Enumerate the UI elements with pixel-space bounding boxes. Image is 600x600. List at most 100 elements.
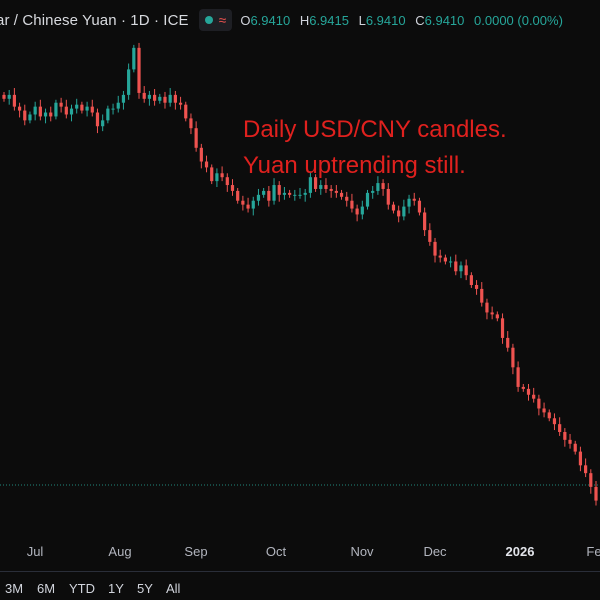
- candle-body[interactable]: [49, 112, 53, 117]
- candle-body[interactable]: [485, 302, 489, 313]
- symbol-title[interactable]: ar / Chinese Yuan · 1D · ICE: [0, 11, 189, 29]
- candle-body[interactable]: [360, 206, 364, 215]
- candle-body[interactable]: [54, 102, 58, 117]
- candle-body[interactable]: [215, 173, 219, 182]
- candle-body[interactable]: [334, 190, 338, 193]
- candle-body[interactable]: [350, 200, 354, 209]
- candle-body[interactable]: [313, 177, 318, 189]
- candle-body[interactable]: [459, 265, 463, 272]
- candle-body[interactable]: [547, 412, 551, 419]
- candle-body[interactable]: [319, 185, 323, 189]
- candle-body[interactable]: [75, 104, 79, 109]
- candle-body[interactable]: [563, 432, 567, 440]
- candle-body[interactable]: [168, 94, 172, 103]
- candle-body[interactable]: [272, 185, 276, 201]
- timeframe-6m[interactable]: 6M: [37, 581, 56, 596]
- candle-body[interactable]: [189, 118, 193, 129]
- candle-body[interactable]: [329, 188, 333, 191]
- candle-body[interactable]: [339, 192, 344, 197]
- candle-body[interactable]: [236, 190, 240, 201]
- timeframe-1y[interactable]: 1Y: [108, 581, 124, 596]
- candle-body[interactable]: [116, 102, 120, 109]
- candle-body[interactable]: [184, 104, 188, 119]
- candle-body[interactable]: [12, 94, 16, 107]
- candle-body[interactable]: [2, 94, 6, 99]
- candle-body[interactable]: [407, 198, 411, 207]
- candle-body[interactable]: [33, 106, 37, 115]
- candle-body[interactable]: [532, 394, 536, 399]
- candle-body[interactable]: [480, 288, 484, 303]
- candle-body[interactable]: [542, 408, 546, 413]
- candle-body[interactable]: [423, 212, 427, 231]
- timeframe-5y[interactable]: 5Y: [137, 581, 153, 596]
- candle-body[interactable]: [277, 185, 281, 195]
- candle-body[interactable]: [194, 128, 198, 148]
- candle-body[interactable]: [262, 190, 266, 195]
- candle-body[interactable]: [163, 96, 167, 103]
- candle-body[interactable]: [251, 200, 255, 209]
- candle-body[interactable]: [324, 185, 328, 189]
- candle-body[interactable]: [412, 198, 416, 201]
- candle-body[interactable]: [17, 106, 22, 111]
- timeframe-3m[interactable]: 3M: [5, 581, 24, 596]
- candle-body[interactable]: [111, 108, 115, 110]
- candle-body[interactable]: [298, 194, 302, 196]
- candle-body[interactable]: [386, 188, 390, 205]
- candle-body[interactable]: [38, 106, 42, 117]
- candle-body[interactable]: [371, 190, 375, 193]
- candle-body[interactable]: [355, 208, 359, 215]
- candle-body[interactable]: [376, 183, 380, 191]
- candle-body[interactable]: [23, 110, 27, 121]
- candle-body[interactable]: [43, 112, 48, 117]
- candle-body[interactable]: [438, 255, 442, 258]
- candle-body[interactable]: [552, 418, 557, 425]
- candle-body[interactable]: [28, 114, 32, 121]
- candle-body[interactable]: [443, 257, 448, 262]
- candle-body[interactable]: [448, 261, 453, 263]
- candle-body[interactable]: [137, 47, 141, 93]
- price-chart[interactable]: [0, 0, 600, 540]
- timeframe-ytd[interactable]: YTD: [69, 581, 95, 596]
- candle-body[interactable]: [152, 94, 157, 101]
- candle-body[interactable]: [80, 104, 84, 111]
- candle-body[interactable]: [288, 192, 292, 195]
- candle-body[interactable]: [506, 337, 510, 348]
- candle-body[interactable]: [85, 106, 89, 111]
- candle-body[interactable]: [230, 185, 235, 191]
- candle-body[interactable]: [246, 204, 250, 209]
- candle-body[interactable]: [95, 112, 100, 127]
- candle-body[interactable]: [303, 192, 307, 195]
- candle-body[interactable]: [578, 451, 583, 466]
- candle-body[interactable]: [516, 367, 520, 387]
- candle-body[interactable]: [256, 194, 261, 201]
- candle-body[interactable]: [132, 47, 136, 70]
- symbol-header[interactable]: ar / Chinese Yuan · 1D · ICE ≈ O6.9410 H…: [0, 0, 600, 40]
- candle-body[interactable]: [594, 486, 598, 501]
- candle-body[interactable]: [490, 312, 494, 315]
- candle-body[interactable]: [500, 318, 505, 338]
- market-status[interactable]: ≈: [198, 9, 233, 31]
- candle-body[interactable]: [121, 94, 126, 103]
- candle-body[interactable]: [64, 106, 68, 115]
- time-axis[interactable]: Jul Aug Sep Oct Nov Dec 2026 Fe: [0, 542, 600, 564]
- candle-body[interactable]: [59, 102, 63, 107]
- candle-body[interactable]: [521, 386, 525, 389]
- candle-body[interactable]: [589, 473, 593, 487]
- candle-body[interactable]: [568, 439, 572, 444]
- candle-body[interactable]: [428, 230, 432, 242]
- candle-body[interactable]: [558, 424, 562, 432]
- candle-body[interactable]: [173, 94, 177, 103]
- candle-body[interactable]: [142, 92, 146, 99]
- candle-body[interactable]: [474, 285, 479, 289]
- candle-body[interactable]: [220, 173, 224, 178]
- candle-body[interactable]: [267, 190, 271, 201]
- candle-body[interactable]: [69, 108, 74, 115]
- candle-body[interactable]: [101, 120, 105, 127]
- candle-body[interactable]: [381, 183, 385, 189]
- candle-body[interactable]: [308, 177, 312, 193]
- candle-body[interactable]: [511, 347, 515, 368]
- candle-body[interactable]: [526, 388, 531, 395]
- candle-body[interactable]: [433, 241, 437, 256]
- candle-body[interactable]: [584, 465, 588, 474]
- candle-body[interactable]: [464, 265, 468, 276]
